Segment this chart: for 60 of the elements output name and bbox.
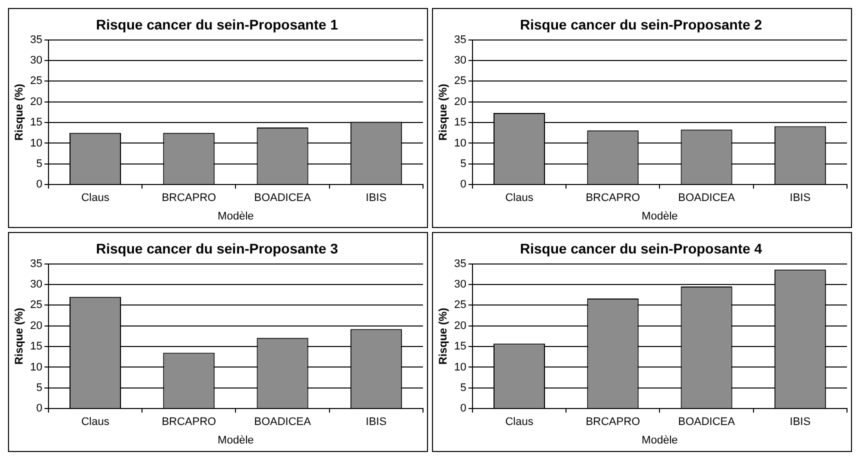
chart-title: Risque cancer du sein-Proposante 2 [520, 16, 762, 32]
chart-title: Risque cancer du sein-Proposante 3 [96, 240, 338, 256]
x-tick-label: BOADICEA [678, 192, 736, 204]
x-tick-label: IBIS [790, 416, 811, 428]
x-axis-title: Modèle [642, 210, 678, 222]
y-tick-label: 35 [454, 258, 466, 270]
y-tick-label: 0 [460, 178, 466, 191]
y-tick-label: 15 [30, 116, 42, 129]
y-tick-label: 10 [30, 361, 42, 374]
y-tick-label: 5 [460, 158, 466, 170]
x-tick-label: Claus [81, 192, 110, 204]
y-tick-label: 10 [454, 361, 466, 374]
y-tick-label: 0 [36, 402, 42, 415]
y-axis-title: Risque (%) [438, 307, 450, 365]
y-tick-label: 30 [454, 278, 466, 291]
x-tick-label: BRCAPRO [586, 416, 641, 428]
y-tick-label: 35 [30, 34, 42, 46]
x-tick-label: BOADICEA [254, 416, 312, 428]
y-tick-label: 30 [30, 54, 42, 67]
y-tick-label: 0 [460, 402, 466, 415]
y-tick-label: 35 [454, 34, 466, 46]
chart-title: Risque cancer du sein-Proposante 1 [96, 16, 338, 32]
y-axis-title: Risque (%) [14, 307, 26, 365]
x-axis-title: Modèle [218, 434, 254, 446]
y-tick-label: 25 [454, 75, 466, 88]
y-tick-label: 5 [36, 382, 42, 394]
y-tick-label: 25 [30, 75, 42, 88]
x-tick-label: Claus [505, 192, 534, 204]
y-tick-label: 10 [30, 137, 42, 150]
x-axis-title: Modèle [642, 434, 678, 446]
y-tick-label: 15 [454, 116, 466, 129]
y-tick-label: 20 [30, 320, 42, 332]
x-tick-label: BOADICEA [254, 192, 312, 204]
x-tick-label: BOADICEA [678, 416, 736, 428]
y-tick-label: 20 [454, 96, 466, 108]
y-tick-label: 30 [30, 278, 42, 291]
x-tick-label: Claus [81, 416, 110, 428]
y-tick-label: 15 [30, 340, 42, 353]
y-tick-label: 5 [36, 158, 42, 170]
y-tick-label: 25 [30, 299, 42, 312]
x-axis-title: Modèle [218, 210, 254, 222]
y-tick-label: 20 [454, 320, 466, 332]
y-tick-label: 35 [30, 258, 42, 270]
x-tick-label: BRCAPRO [162, 416, 217, 428]
x-tick-label: Claus [505, 416, 534, 428]
x-tick-label: IBIS [366, 416, 387, 428]
y-tick-label: 0 [36, 178, 42, 191]
x-tick-label: IBIS [790, 192, 811, 204]
y-axis-title: Risque (%) [438, 83, 450, 141]
x-tick-label: IBIS [366, 192, 387, 204]
y-axis-title: Risque (%) [14, 83, 26, 141]
y-tick-label: 5 [460, 382, 466, 394]
y-tick-label: 20 [30, 96, 42, 108]
y-tick-label: 10 [454, 137, 466, 150]
y-tick-label: 15 [454, 340, 466, 353]
y-tick-label: 30 [454, 54, 466, 67]
chart-title: Risque cancer du sein-Proposante 4 [520, 240, 762, 256]
y-tick-label: 25 [454, 299, 466, 312]
x-tick-label: BRCAPRO [586, 192, 641, 204]
x-tick-label: BRCAPRO [162, 192, 217, 204]
